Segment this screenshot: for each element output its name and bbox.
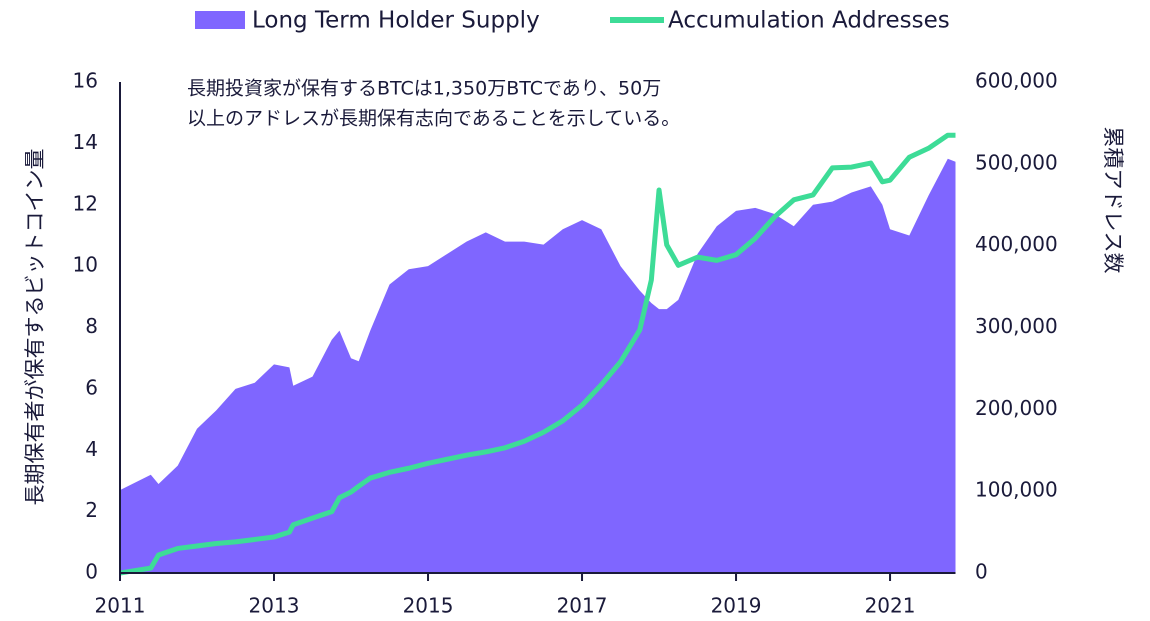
y-tick-label: 6: [85, 375, 98, 399]
y2-axis-title: 累積アドレス数: [1101, 127, 1125, 274]
y-axis-title: 長期保有者が保有するビットコイン量: [23, 149, 47, 506]
y-tick-label: 14: [73, 130, 98, 154]
y-tick-label: 0: [85, 560, 98, 584]
y2-tick-label: 100,000: [975, 478, 1058, 502]
y-tick-label: 16: [73, 69, 98, 93]
y-tick-label: 10: [73, 253, 98, 277]
y2-tick-label: 300,000: [975, 314, 1058, 338]
x-tick-label: 2011: [95, 594, 146, 618]
y2-tick-label: 200,000: [975, 396, 1058, 420]
y-tick-label: 2: [85, 498, 98, 522]
x-tick-label: 2021: [865, 594, 916, 618]
x-tick-label: 2013: [249, 594, 300, 618]
y2-tick-label: 0: [975, 560, 988, 584]
area: [120, 158, 956, 573]
y2-tick-label: 600,000: [975, 69, 1058, 93]
legend-label: Accumulation Addresses: [668, 8, 950, 34]
x-tick-label: 2017: [557, 594, 608, 618]
x-tick-label: 2015: [403, 594, 454, 618]
annotation: 以上のアドレスが長期保有志向であることを示している。: [187, 108, 680, 130]
y2-tick-label: 400,000: [975, 232, 1058, 256]
y-tick-label: 8: [85, 314, 98, 338]
y-tick-label: 4: [85, 437, 98, 461]
line: [119, 132, 956, 576]
legend-swatch: [195, 11, 245, 29]
legend-label: Long Term Holder Supply: [252, 8, 540, 34]
x-tick-label: 2019: [711, 594, 762, 618]
y2-tick-label: 500,000: [975, 150, 1058, 174]
y-tick-label: 12: [73, 191, 98, 215]
annotation: 長期投資家が保有するBTCは1,350万BTCであり、50万: [187, 78, 661, 100]
